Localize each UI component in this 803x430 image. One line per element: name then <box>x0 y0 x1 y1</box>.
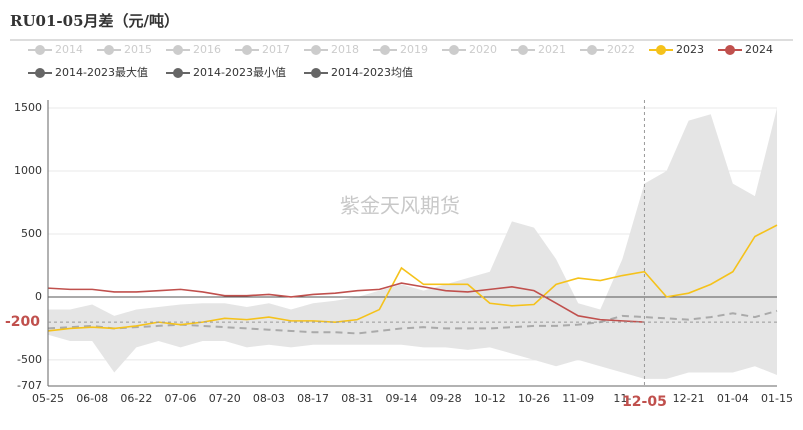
legend-icon-dot <box>587 45 597 55</box>
legend-label[interactable]: 2015 <box>124 43 152 56</box>
watermark: 紫金天风期货 <box>340 194 460 218</box>
legend-icon-dot <box>35 45 45 55</box>
legend-label[interactable]: 2016 <box>193 43 221 56</box>
crosshair-y-label: -200 <box>5 314 40 330</box>
legend-label[interactable]: 2022 <box>607 43 635 56</box>
legend-icon-dot <box>311 45 321 55</box>
x-tick-label-highlight: 12-05 <box>622 394 667 410</box>
x-tick-label: 08-31 <box>341 392 373 405</box>
x-tick-label: 06-08 <box>76 392 108 405</box>
legend-label[interactable]: 2018 <box>331 43 359 56</box>
x-tick-label: 11-09 <box>562 392 594 405</box>
x-tick-label: 08-17 <box>297 392 329 405</box>
series-line <box>47 224 778 332</box>
y-tick-label: -500 <box>17 353 42 366</box>
legend-label[interactable]: 2019 <box>400 43 428 56</box>
series-line <box>47 309 778 335</box>
series-line <box>47 282 645 323</box>
x-tick-label: 05-25 <box>32 392 64 405</box>
legend-icon-dot <box>518 45 528 55</box>
legend-label[interactable]: 2023 <box>676 43 704 56</box>
legend-label[interactable]: 2017 <box>262 43 290 56</box>
x-tick-label: 01-04 <box>717 392 749 405</box>
legend-label[interactable]: 2014-2023均值 <box>331 66 413 79</box>
legend-label[interactable]: 2024 <box>745 43 773 56</box>
crosshair-label-bg <box>2 312 46 333</box>
legend-label[interactable]: 2014 <box>55 43 83 56</box>
y-tick-label: 500 <box>21 227 42 240</box>
y-tick-label: -707 <box>17 379 42 392</box>
x-tick-label: 10-12 <box>474 392 506 405</box>
legend-label[interactable]: 2014-2023最大值 <box>55 65 148 79</box>
x-tick-label: 07-20 <box>209 392 241 405</box>
x-tick-label: 06-22 <box>120 392 152 405</box>
x-tick-label: 11- <box>613 392 631 405</box>
x-tick-label: 10-26 <box>518 392 550 405</box>
x-tick-label: 09-28 <box>430 392 462 405</box>
legend-icon-dot <box>242 45 252 55</box>
y-tick-label: 0 <box>35 290 42 303</box>
range-band <box>48 108 777 379</box>
x-tick-label: 01-15 <box>761 392 793 405</box>
legend-icon-dot <box>311 68 321 78</box>
x-tick-label: 08-03 <box>253 392 285 405</box>
chart-title: RU01-05月差（元/吨） <box>10 12 179 30</box>
y-tick-label: 1000 <box>14 164 42 177</box>
x-tick-label: 09-14 <box>385 392 417 405</box>
legend-label[interactable]: 2014-2023最小值 <box>193 66 286 79</box>
y-tick-label: 1500 <box>14 101 42 114</box>
legend-icon-dot <box>35 68 45 78</box>
legend-icon-dot <box>725 45 735 55</box>
legend-label[interactable]: 2021 <box>538 43 566 56</box>
legend-icon-dot <box>656 45 666 55</box>
x-tick-label: 12-21 <box>673 392 705 405</box>
legend-icon-dot <box>104 45 114 55</box>
legend-label[interactable]: 2020 <box>469 43 497 56</box>
legend-icon-dot <box>449 45 459 55</box>
x-tick-label: 07-06 <box>165 392 197 405</box>
legend-icon-dot <box>173 68 183 78</box>
legend-icon-dot <box>173 45 183 55</box>
legend-icon-dot <box>380 45 390 55</box>
